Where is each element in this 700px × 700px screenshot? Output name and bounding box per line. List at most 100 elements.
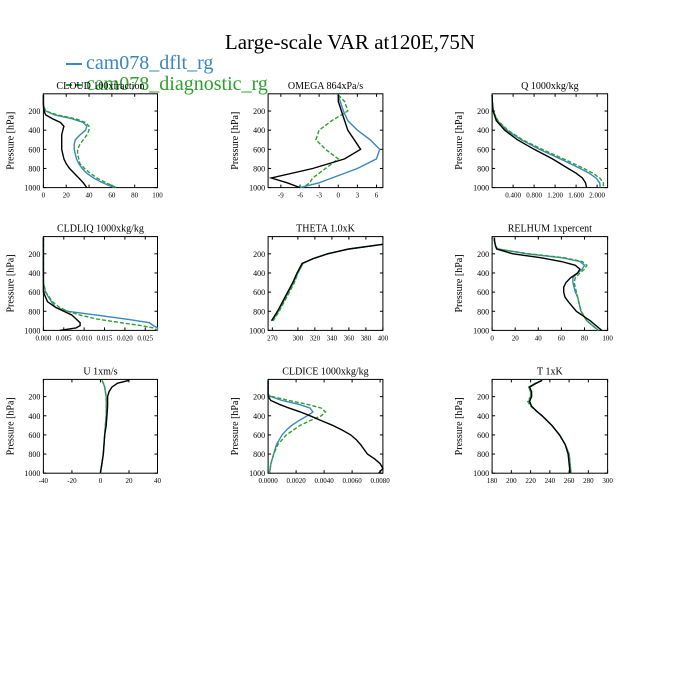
x-tick-label: 0.010 bbox=[76, 334, 92, 342]
series-line bbox=[527, 379, 572, 474]
y-axis-label: Pressure [hPa] bbox=[230, 112, 241, 170]
series-line bbox=[528, 379, 571, 474]
y-tick-label: 800 bbox=[477, 164, 489, 173]
legend-label: cam078_dflt_rg bbox=[86, 52, 214, 74]
y-axis-label: Pressure [hPa] bbox=[5, 112, 16, 170]
x-tick-label: 320 bbox=[310, 334, 321, 342]
plot-title: CLDLIQ 1000xkg/kg bbox=[57, 224, 144, 235]
x-tick-label: 180 bbox=[487, 477, 498, 485]
series-line bbox=[491, 94, 588, 188]
y-tick-label: 1000 bbox=[24, 184, 40, 193]
x-tick-label: 0.0060 bbox=[342, 477, 362, 485]
y-tick-label: 200 bbox=[253, 250, 265, 259]
x-tick-label: 0.400 bbox=[505, 192, 521, 200]
x-tick-label: -40 bbox=[39, 477, 49, 485]
y-tick-label: 600 bbox=[477, 145, 489, 154]
series-line bbox=[42, 237, 81, 332]
x-tick-label: 100 bbox=[602, 334, 613, 342]
plot-title: OMEGA 864xPa/s bbox=[288, 81, 363, 92]
series-line bbox=[272, 243, 383, 322]
x-tick-label: 3 bbox=[356, 192, 360, 200]
series-line bbox=[42, 94, 115, 189]
x-tick-label: 1.200 bbox=[547, 192, 563, 200]
series-line bbox=[42, 94, 88, 189]
y-tick-label: 400 bbox=[28, 269, 40, 278]
y-axis-label: Pressure [hPa] bbox=[454, 112, 465, 170]
x-tick-label: -6 bbox=[297, 192, 303, 200]
series-line bbox=[299, 94, 381, 189]
x-tick-label: 0 bbox=[337, 192, 341, 200]
y-tick-label: 1000 bbox=[249, 469, 265, 478]
y-tick-label: 400 bbox=[477, 126, 489, 135]
plot-title: U 1xm/s bbox=[83, 366, 117, 377]
plot-title: CLDICE 1000xkg/kg bbox=[282, 366, 368, 377]
legend-swatch bbox=[66, 84, 82, 87]
y-axis-label: Pressure [hPa] bbox=[454, 397, 465, 455]
series-line bbox=[491, 94, 601, 188]
legend-swatch bbox=[66, 63, 82, 66]
y-tick-label: 600 bbox=[28, 145, 40, 154]
x-tick-label: 220 bbox=[525, 477, 536, 485]
y-tick-label: 400 bbox=[253, 412, 265, 421]
y-tick-label: 400 bbox=[477, 269, 489, 278]
plot-title: THETA 1.0xK bbox=[296, 224, 355, 235]
x-tick-label: 20 bbox=[125, 477, 133, 485]
x-tick-label: 400 bbox=[378, 334, 389, 342]
series-line bbox=[526, 379, 572, 474]
x-tick-label: 40 bbox=[154, 477, 162, 485]
x-tick-label: 0.0000 bbox=[258, 477, 278, 485]
y-tick-label: 200 bbox=[28, 393, 40, 402]
y-tick-label: 400 bbox=[253, 269, 265, 278]
y-tick-label: 600 bbox=[477, 288, 489, 297]
series-line bbox=[268, 94, 362, 189]
x-tick-label: 0.020 bbox=[117, 334, 133, 342]
y-axis-label: Pressure [hPa] bbox=[5, 397, 16, 455]
series-line bbox=[267, 380, 327, 474]
plot-frame bbox=[491, 236, 609, 331]
y-tick-label: 200 bbox=[28, 107, 40, 116]
y-tick-label: 800 bbox=[253, 450, 265, 459]
x-tick-label: 80 bbox=[581, 334, 589, 342]
y-tick-label: 200 bbox=[477, 393, 489, 402]
y-axis-label: Pressure [hPa] bbox=[5, 254, 16, 312]
x-tick-label: -20 bbox=[67, 477, 77, 485]
y-tick-label: 800 bbox=[253, 164, 265, 173]
x-tick-label: 40 bbox=[86, 192, 94, 200]
series-line bbox=[493, 237, 599, 331]
x-tick-label: 200 bbox=[506, 477, 517, 485]
y-tick-label: 200 bbox=[253, 107, 265, 116]
series-line bbox=[493, 237, 603, 331]
y-tick-label: 800 bbox=[253, 307, 265, 316]
y-tick-label: 800 bbox=[28, 450, 40, 459]
x-tick-label: 0.025 bbox=[137, 334, 153, 342]
y-tick-label: 400 bbox=[28, 412, 40, 421]
series-line bbox=[491, 94, 605, 188]
x-tick-label: 0.800 bbox=[526, 192, 542, 200]
y-tick-label: 600 bbox=[253, 431, 265, 440]
plot-title: CLOUD 100xfraction bbox=[56, 81, 144, 92]
x-tick-label: 2.000 bbox=[589, 192, 605, 200]
y-tick-label: 1000 bbox=[24, 326, 40, 335]
x-tick-label: -9 bbox=[278, 192, 284, 200]
x-tick-label: 1.600 bbox=[568, 192, 584, 200]
x-tick-label: 280 bbox=[583, 477, 594, 485]
plot-frame bbox=[491, 378, 609, 474]
y-tick-label: 800 bbox=[28, 307, 40, 316]
x-tick-label: 0.0020 bbox=[286, 477, 306, 485]
y-tick-label: 400 bbox=[477, 412, 489, 421]
series-line bbox=[271, 243, 383, 322]
y-tick-label: 200 bbox=[28, 250, 40, 259]
x-tick-label: -3 bbox=[316, 192, 322, 200]
y-tick-label: 400 bbox=[253, 126, 265, 135]
series-line bbox=[42, 94, 117, 189]
x-tick-label: 240 bbox=[545, 477, 556, 485]
y-tick-label: 200 bbox=[253, 393, 265, 402]
x-tick-label: 300 bbox=[602, 477, 613, 485]
y-tick-label: 1000 bbox=[473, 184, 489, 193]
x-tick-label: 6 bbox=[375, 192, 379, 200]
plot-title: T 1xK bbox=[537, 366, 563, 377]
x-tick-label: 270 bbox=[267, 334, 278, 342]
x-tick-label: 380 bbox=[361, 334, 372, 342]
legend-label: cam078_diagnostic_rg bbox=[86, 73, 268, 95]
